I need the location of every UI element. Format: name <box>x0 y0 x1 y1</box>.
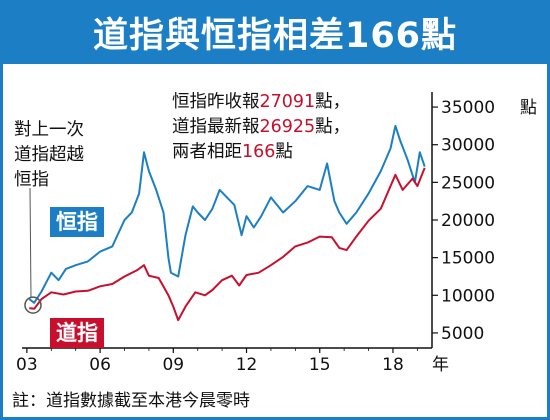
footnote: 註：道指數據截至本港今晨零時 <box>12 391 250 411</box>
tick-labels: 35000 30000 25000 20000 15000 10000 5000 點 03 06 0… <box>16 98 537 375</box>
crossover-marker <box>24 296 42 314</box>
annotation-text: 點， <box>315 117 351 137</box>
annotation-summary: 恒指昨收報27091點， 道指最新報26925點， 兩者相距166點 <box>172 90 350 165</box>
x-tick-label: 03 <box>16 355 38 375</box>
x-axis-label: 年 <box>432 355 449 375</box>
annotation-left-line: 對上一次 <box>14 120 84 140</box>
annotation-text: 兩者相距 <box>172 142 242 162</box>
dow-line <box>29 167 426 322</box>
title-bar: 道指與恒指相差166點 <box>0 0 550 64</box>
series-lines <box>24 124 426 322</box>
annotation-left-line: 恒指 <box>14 170 49 190</box>
crossover-leader-line <box>29 187 32 298</box>
y-tick-label: 10000 <box>441 286 495 306</box>
hsi-close-value: 27091 <box>259 92 316 112</box>
x-tick-label: 12 <box>236 355 258 375</box>
y-tick-label: 25000 <box>441 173 495 193</box>
y-tick-label: 20000 <box>441 211 495 231</box>
hsi-line <box>28 124 426 304</box>
y-tick-label: 35000 <box>441 98 495 118</box>
legend-hsi-tag: 恒指 <box>50 207 104 237</box>
annotation-text: 恒指昨收報 <box>172 92 260 112</box>
legend-dow-tag: 道指 <box>50 318 104 348</box>
annotation-hsi-close: 恒指昨收報27091點， <box>172 90 350 115</box>
x-tick-label: 15 <box>309 355 331 375</box>
annotation-last-crossover: 對上一次 道指超越 恒指 <box>14 118 84 193</box>
annotation-text: 點， <box>315 92 351 112</box>
y-axis-label: 點 <box>520 98 537 118</box>
annotation-dow-latest: 道指最新報26925點， <box>172 115 350 140</box>
annotation-left-line: 道指超越 <box>14 145 84 165</box>
x-tick-label: 18 <box>382 355 404 375</box>
chart-title: 道指與恒指相差166點 <box>92 15 458 56</box>
y-tick-label: 30000 <box>441 136 495 156</box>
x-tick-label: 09 <box>162 355 184 375</box>
annotation-text: 道指最新報 <box>172 117 260 137</box>
dow-latest-value: 26925 <box>259 117 316 137</box>
difference-value: 166 <box>242 142 276 162</box>
annotation-text: 點 <box>275 142 293 162</box>
annotation-difference: 兩者相距166點 <box>172 140 350 165</box>
x-tick-label: 06 <box>89 355 111 375</box>
y-tick-label: 5000 <box>441 324 484 344</box>
y-tick-label: 15000 <box>441 249 495 269</box>
axes <box>22 92 438 353</box>
